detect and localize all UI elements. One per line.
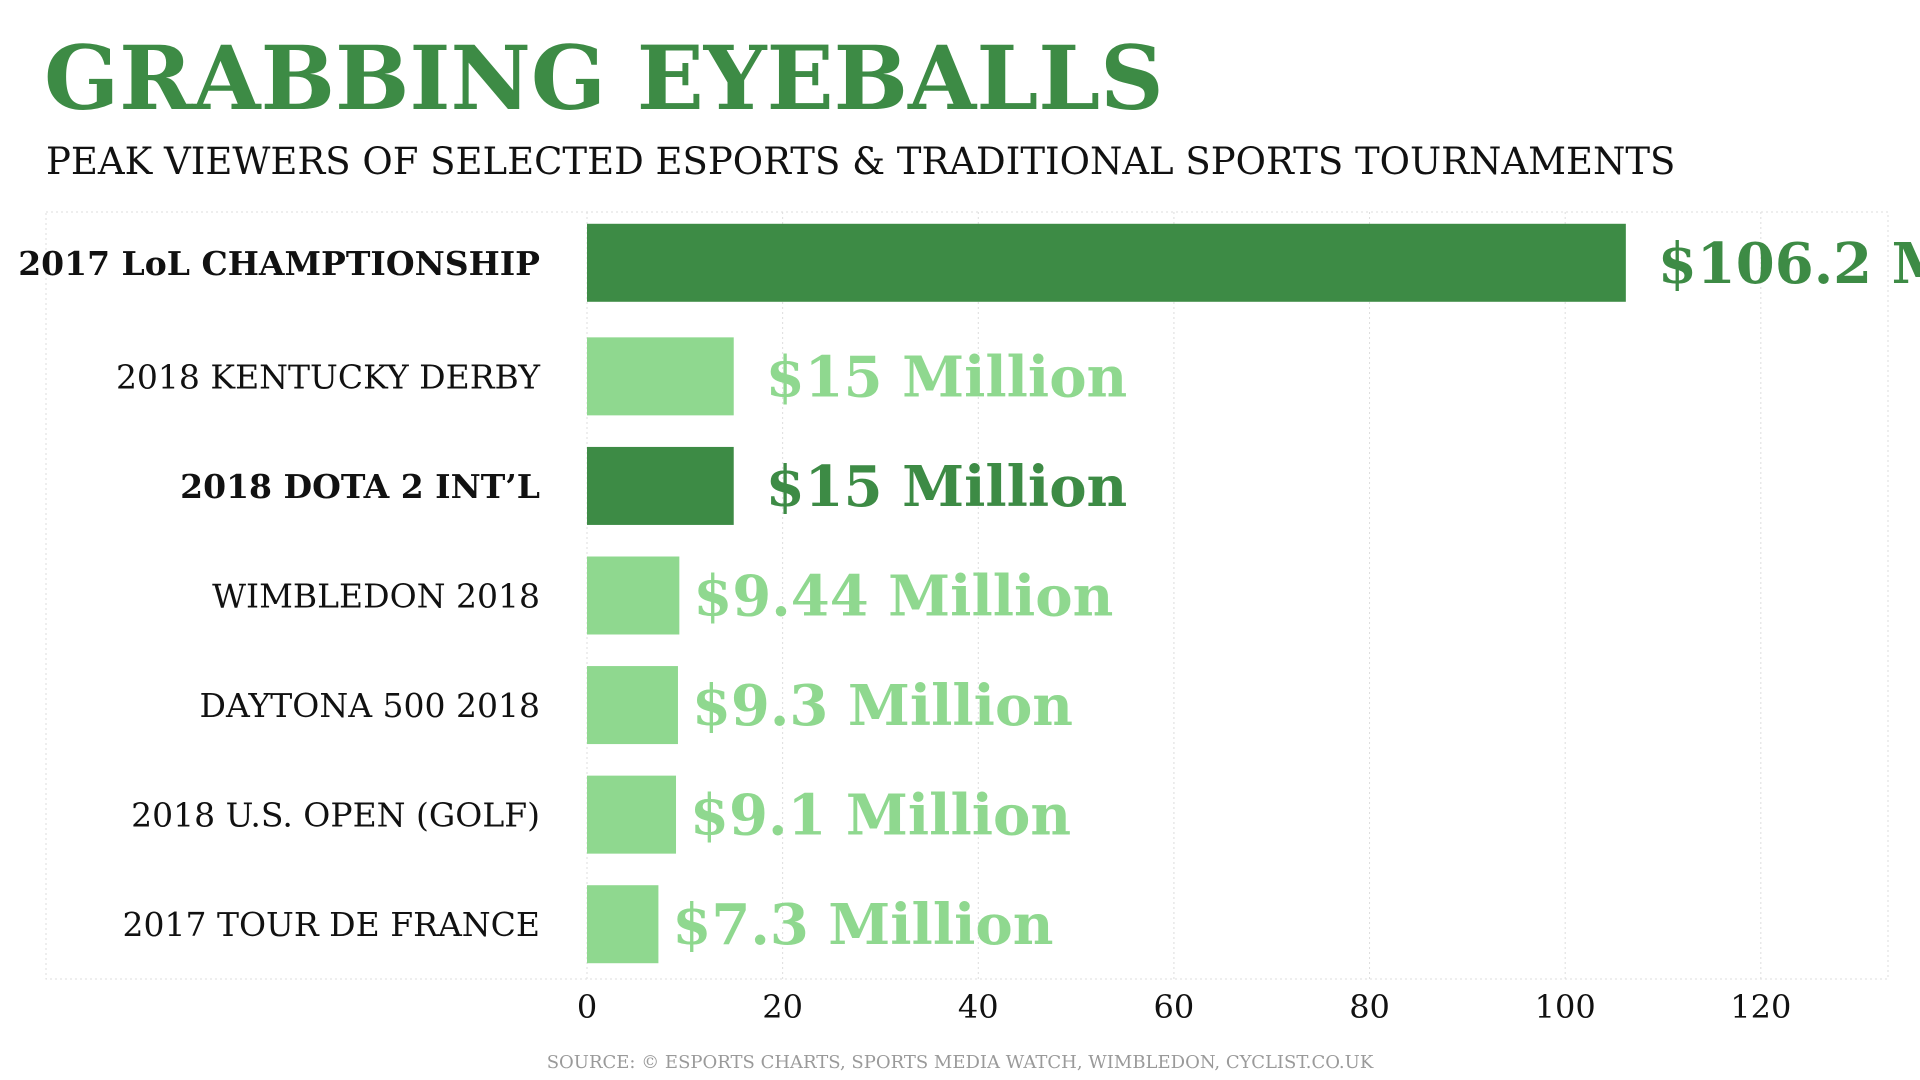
category-label: 2018 DOTA 2 INT’L <box>180 467 540 506</box>
x-tick-label: 60 <box>1154 988 1195 1026</box>
data-label: $9.44 Million <box>693 564 1113 630</box>
chart-header: GRABBING EYEBALLS PEAK VIEWERS OF SELECT… <box>44 26 1904 186</box>
category-label: WIMBLEDON 2018 <box>212 577 540 616</box>
bar <box>587 556 680 635</box>
data-label: $7.3 Million <box>672 892 1053 958</box>
x-tick-label: 100 <box>1535 988 1596 1026</box>
data-label: $9.1 Million <box>690 783 1071 849</box>
category-label-layer: 2017 LoL CHAMPTIONSHIP 2018 KENTUCKY DERB… <box>18 244 541 944</box>
source-note: SOURCE: © ESPORTS CHARTS, SPORTS MEDIA W… <box>546 1052 1374 1073</box>
data-label: $106.2 Million <box>1658 231 1920 297</box>
x-tick-layer: 0 20 40 60 80 100 120 <box>577 988 1792 1026</box>
data-label: $15 Million <box>766 344 1128 410</box>
bar-layer <box>587 223 1626 964</box>
bar <box>587 775 677 854</box>
x-tick-label: 20 <box>762 988 803 1026</box>
plot-frame <box>45 211 1889 980</box>
category-label: 2017 TOUR DE FRANCE <box>122 905 540 944</box>
data-label: $15 Million <box>766 454 1128 520</box>
grid-layer <box>45 211 1889 980</box>
x-tick-label: 40 <box>958 988 999 1026</box>
x-tick-label: 0 <box>577 988 597 1026</box>
category-label: DAYTONA 500 2018 <box>200 686 540 725</box>
category-label: 2018 KENTUCKY DERBY <box>116 357 541 396</box>
data-label-layer: $106.2 Million $15 Million $15 Million $9.4… <box>672 231 1920 958</box>
bar <box>587 337 734 416</box>
bar <box>587 666 678 745</box>
category-label: 2017 LoL CHAMPTIONSHIP <box>18 244 540 283</box>
chart-subtitle: PEAK VIEWERS OF SELECTED ESPORTS & TRADI… <box>46 140 1676 183</box>
x-tick-label: 120 <box>1730 988 1791 1026</box>
x-tick-label: 80 <box>1349 988 1390 1026</box>
data-label: $9.3 Million <box>692 673 1073 739</box>
category-label: 2018 U.S. OPEN (GOLF) <box>131 796 540 835</box>
bar <box>587 885 659 964</box>
chart-title: GRABBING EYEBALLS <box>44 26 1164 130</box>
bar <box>587 223 1626 302</box>
bar <box>587 446 734 525</box>
